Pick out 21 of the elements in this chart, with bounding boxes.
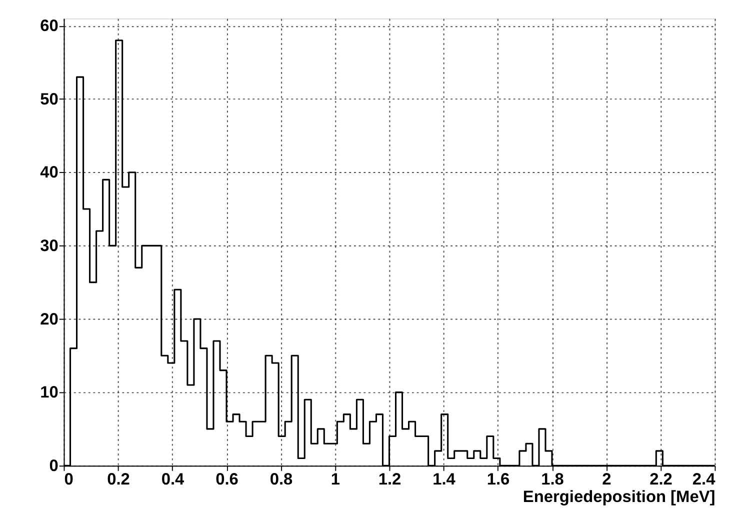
- x-tick-label: 0.2: [107, 470, 130, 488]
- x-tick-label: 0.4: [161, 470, 186, 488]
- y-tick-label: 20: [40, 310, 58, 328]
- x-tick-label: 1.6: [486, 470, 510, 488]
- x-tick-label: 1.2: [378, 470, 402, 488]
- x-tick-label: 0: [64, 470, 74, 488]
- x-tick-label: 0.8: [270, 470, 293, 488]
- y-tick-label: 60: [40, 17, 58, 36]
- y-tick-label: 0: [49, 456, 58, 475]
- y-tick-label: 40: [40, 164, 58, 182]
- x-tick-label: 1.4: [432, 470, 456, 488]
- x-tick-label: 1: [330, 470, 340, 488]
- y-tick-label: 30: [40, 236, 58, 255]
- x-tick-label: 2.2: [650, 470, 672, 488]
- y-tick-label: 50: [40, 90, 58, 108]
- x-tick-label: 1.8: [541, 470, 564, 488]
- y-tick-label: 10: [40, 384, 58, 402]
- x-tick-label: 0.6: [216, 470, 238, 488]
- x-tick-label: 2.4: [692, 470, 716, 488]
- x-axis-title: Energiedeposition [MeV]: [522, 488, 716, 506]
- x-tick-label: 2: [602, 470, 612, 488]
